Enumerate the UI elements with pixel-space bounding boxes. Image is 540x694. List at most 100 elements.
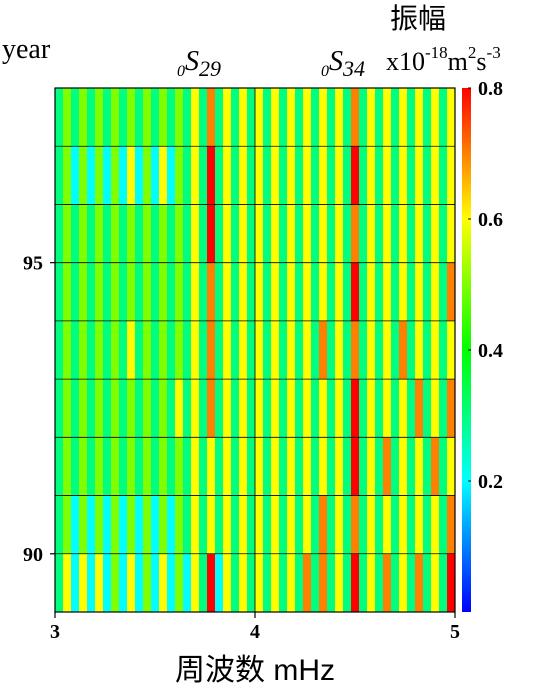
heatmap-cell (191, 262, 200, 322)
heatmap-cell (95, 204, 104, 263)
mode-prefix: 0 (177, 63, 185, 80)
heatmap-cell (399, 553, 408, 613)
heatmap-cell (287, 146, 296, 205)
unit-base: m (448, 47, 468, 76)
heatmap-cell (359, 320, 368, 380)
heatmap-cell (319, 262, 328, 322)
heatmap-cell (327, 88, 336, 147)
heatmap-cell (63, 88, 72, 147)
heatmap-cell (247, 146, 256, 205)
heatmap-cell (407, 262, 416, 322)
heatmap-cell (71, 88, 80, 147)
heatmap-cell (207, 146, 216, 205)
heatmap-cell (303, 320, 312, 380)
heatmap-cell (151, 553, 160, 613)
heatmap-cell (327, 379, 336, 438)
heatmap-cell (359, 146, 368, 205)
heatmap-cell (415, 553, 424, 613)
heatmap-cell (351, 495, 360, 555)
heatmap-cell (63, 379, 72, 438)
heatmap-cell (263, 88, 272, 147)
heatmap-cell (431, 379, 440, 438)
heatmap-cell (111, 379, 120, 438)
heatmap-cell (95, 379, 104, 438)
heatmap-cell (167, 204, 176, 263)
heatmap-cell (407, 320, 416, 380)
heatmap-cell (415, 204, 424, 263)
heatmap-cell (247, 320, 256, 380)
heatmap-cell (119, 437, 128, 496)
heatmap-cell (71, 320, 80, 380)
heatmap-cell (87, 553, 96, 613)
heatmap-cell (319, 146, 328, 205)
heatmap-cell (295, 437, 304, 496)
heatmap-cell (351, 553, 360, 613)
heatmap-cell (79, 204, 88, 263)
heatmap-cell (103, 379, 112, 438)
heatmap-cell (135, 553, 144, 613)
heatmap-cell (263, 204, 272, 263)
heatmap-cell (215, 204, 224, 263)
heatmap-cell (383, 320, 392, 380)
heatmap-cell (311, 553, 320, 613)
heatmap-cell (223, 204, 232, 263)
heatmap-cell (63, 320, 72, 380)
heatmap-cell (255, 495, 264, 555)
heatmap-cell (279, 495, 288, 555)
heatmap-cell (79, 88, 88, 147)
heatmap-cell (199, 204, 208, 263)
heatmap-cell (175, 262, 184, 322)
heatmap-cell (367, 379, 376, 438)
heatmap-cell (175, 88, 184, 147)
heatmap-cell (71, 495, 80, 555)
heatmap-cell (231, 146, 240, 205)
heatmap-cell (391, 146, 400, 205)
heatmap-cell (159, 262, 168, 322)
heatmap-cell (367, 204, 376, 263)
heatmap-cell (375, 553, 384, 613)
heatmap-cell (303, 88, 312, 147)
heatmap-cell (167, 320, 176, 380)
heatmap-cell (327, 437, 336, 496)
heatmap-cell (207, 262, 216, 322)
heatmap-cell (215, 495, 224, 555)
heatmap-cell (271, 204, 280, 263)
heatmap-cell (287, 204, 296, 263)
heatmap-cell (255, 204, 264, 263)
heatmap-cell (175, 437, 184, 496)
heatmap-cell (327, 495, 336, 555)
heatmap-cell (55, 320, 64, 380)
heatmap-cell (295, 553, 304, 613)
heatmap-cell (359, 262, 368, 322)
heatmap-cell (431, 146, 440, 205)
heatmap-cell (287, 88, 296, 147)
heatmap-cell (351, 204, 360, 263)
heatmap-cell (111, 262, 120, 322)
mode-degree: 34 (342, 56, 365, 81)
heatmap-cell (223, 437, 232, 496)
mode-letter: S (329, 46, 343, 77)
heatmap-cell (335, 88, 344, 147)
heatmap-cell (423, 204, 432, 263)
heatmap-cell (183, 262, 192, 322)
heatmap-cell (199, 553, 208, 613)
heatmap-cell (223, 320, 232, 380)
heatmap-cell (271, 262, 280, 322)
heatmap-cell (439, 379, 448, 438)
heatmap-cell (295, 379, 304, 438)
heatmap-cell (223, 88, 232, 147)
heatmap-cell (159, 204, 168, 263)
heatmap-cell (423, 379, 432, 438)
heatmap-cell (447, 379, 456, 438)
heatmap-cell (303, 146, 312, 205)
heatmap-cell (383, 553, 392, 613)
heatmap-cell (343, 320, 352, 380)
heatmap-cell (439, 320, 448, 380)
heatmap-cell (87, 495, 96, 555)
heatmap-cell (343, 204, 352, 263)
heatmap-cell (175, 553, 184, 613)
colorbar-tick-label: 0.2 (478, 471, 503, 493)
heatmap-cell (399, 146, 408, 205)
heatmap-cell (367, 495, 376, 555)
heatmap-cell (183, 553, 192, 613)
